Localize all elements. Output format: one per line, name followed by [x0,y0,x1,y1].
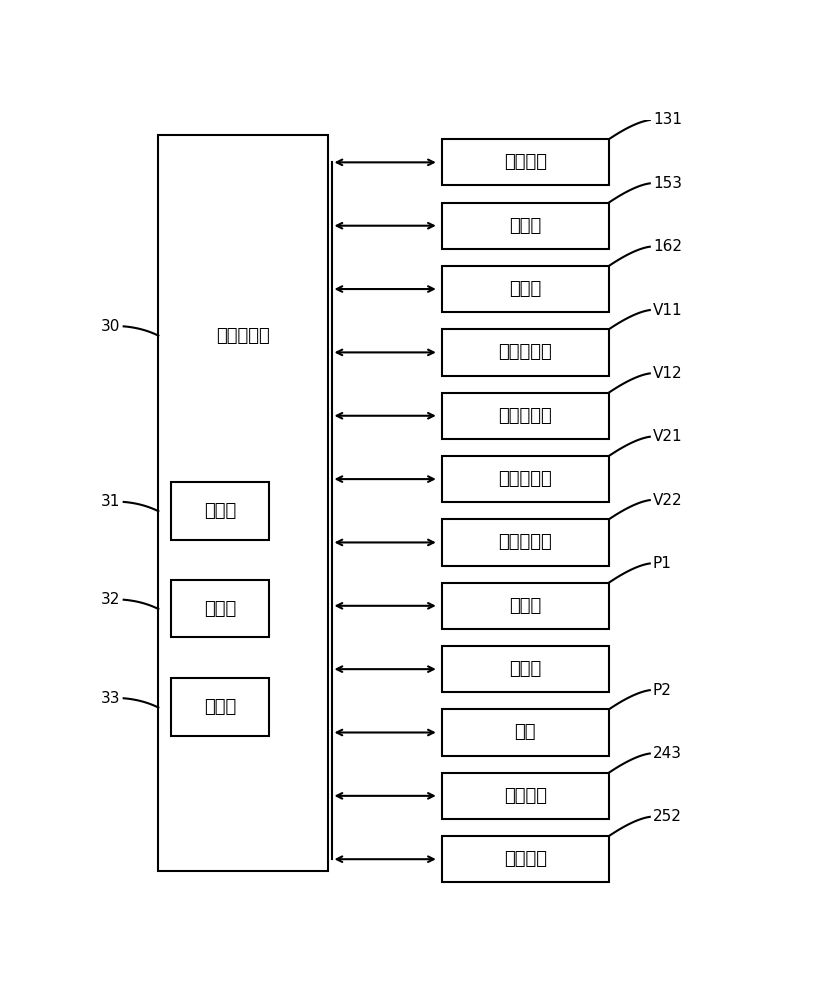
Text: 搅拌机构: 搅拌机构 [504,153,547,171]
Text: 主泵: 主泵 [515,724,536,742]
Text: 32: 32 [101,592,120,607]
Bar [159,135,328,871]
Text: 存储器: 存储器 [203,600,236,618]
Bar [442,266,609,312]
Text: 30: 30 [101,319,120,334]
Text: 调节器: 调节器 [509,217,541,235]
Bar [442,139,609,185]
Text: 辅助泵: 辅助泵 [509,597,541,615]
Text: 第一供液阀: 第一供液阀 [498,343,552,361]
Text: 31: 31 [101,494,120,509]
Text: 131: 131 [653,112,682,127]
Bar [442,203,609,249]
Bar [442,329,609,375]
Text: 第二加压阀: 第二加压阀 [498,533,552,551]
Text: 252: 252 [653,809,682,824]
Bar [442,773,609,819]
Text: 升降销: 升降销 [509,660,541,678]
Bar [171,580,268,637]
Bar [442,646,609,692]
Bar [171,678,268,736]
Bar [442,393,609,439]
Bar [442,456,609,502]
Text: 第一加压阀: 第一加压阀 [498,470,552,488]
Text: 第一控制部: 第一控制部 [216,327,270,345]
Text: 第二供液阀: 第二供液阀 [498,407,552,425]
Text: V12: V12 [653,366,683,381]
Text: 线性马达: 线性马达 [504,850,547,868]
Bar [171,482,268,540]
Text: V11: V11 [653,303,683,318]
Text: 33: 33 [101,691,120,706]
Bar [442,836,609,882]
Text: P1: P1 [653,556,672,571]
Text: 存储部: 存储部 [203,698,236,716]
Bar [442,709,609,756]
Bar [442,519,609,566]
Text: P2: P2 [653,683,672,698]
Text: 升降机构: 升降机构 [504,787,547,805]
Text: 243: 243 [653,746,682,761]
Text: 处理器: 处理器 [203,502,236,520]
Text: 153: 153 [653,176,682,191]
Text: V22: V22 [653,493,683,508]
Bar [442,583,609,629]
Text: 162: 162 [653,239,682,254]
Text: 减压泵: 减压泵 [509,280,541,298]
Text: V21: V21 [653,429,683,444]
